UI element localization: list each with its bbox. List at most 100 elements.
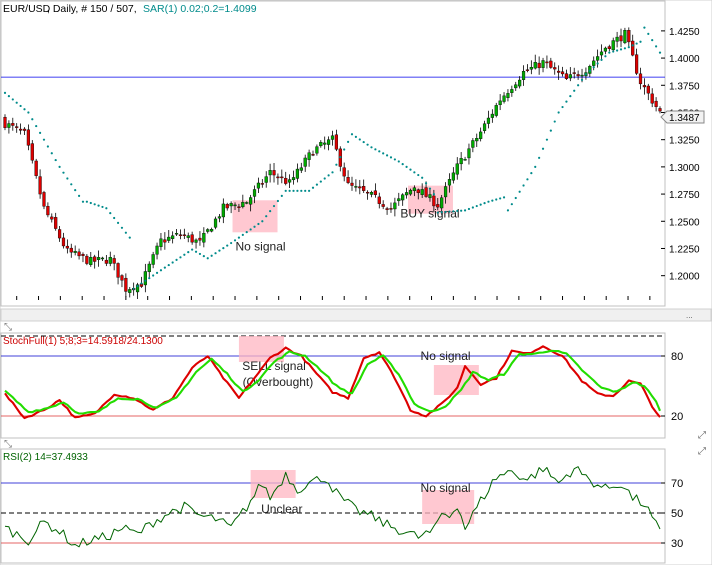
candle-down [416, 189, 420, 194]
sar-dot [300, 189, 303, 192]
panel-close-icon-2[interactable]: ⤢ [698, 446, 706, 457]
candle-up [295, 168, 300, 179]
candle-down [112, 258, 116, 264]
candle-up [186, 235, 190, 238]
sar-dot [323, 177, 326, 180]
candle-up [451, 172, 455, 181]
candle-up [268, 170, 272, 176]
sar-dot [152, 274, 155, 277]
sar-dot [97, 204, 100, 207]
sar-dot [600, 58, 603, 61]
candle-down [42, 192, 46, 207]
price-scroll-bar[interactable]: ... [0, 308, 712, 322]
candle-down [525, 69, 530, 71]
sar-dot [382, 152, 385, 155]
sar-dot [175, 258, 178, 262]
panel-close-icon[interactable]: ⤢ [698, 430, 706, 441]
candle-up [151, 254, 155, 265]
candle-up [221, 203, 225, 218]
candle-down [38, 176, 42, 195]
level-tick-label: 20 [671, 411, 683, 423]
candle-down [46, 205, 50, 216]
candle-down [26, 129, 30, 146]
candle-up [490, 113, 494, 118]
sar-dot [491, 199, 494, 202]
candle-up [288, 179, 292, 183]
sar-dot [362, 140, 365, 144]
candle-up [592, 60, 596, 66]
candle-up [533, 62, 537, 69]
candle-down [30, 143, 34, 161]
sar-dot [74, 188, 77, 192]
rsi-panel: Unclear No signal 70 50 30 RSI(2) 14=37.493… [0, 448, 683, 564]
sar-label: SAR(1) 0.02;0.2=1.4099 [143, 3, 257, 15]
candle-up [323, 142, 327, 145]
price-tick-label: 1.3250 [669, 136, 700, 147]
sar-dot [319, 180, 322, 183]
candle-up [7, 123, 11, 128]
splitter-icon[interactable]: ⤡ [4, 322, 12, 333]
candle-up [147, 263, 151, 273]
sar-dot [616, 49, 619, 52]
candle-down [432, 195, 436, 207]
sar-dot [171, 261, 174, 264]
sar-dot [202, 254, 205, 258]
candle-down [381, 204, 385, 207]
sar-dot [479, 203, 482, 206]
candle-down [77, 251, 81, 257]
candle-up [479, 131, 483, 139]
candle-down [225, 204, 229, 209]
candle-down [190, 234, 194, 243]
sar-dot [584, 73, 588, 76]
candle-up [327, 139, 331, 145]
signal-annotation: BUY signal [400, 207, 459, 221]
sar-dot [241, 233, 244, 236]
sar-dot [639, 40, 642, 43]
candle-up [498, 100, 502, 105]
candle-up [108, 257, 112, 264]
candle-up [194, 239, 198, 243]
candle-up [210, 229, 214, 232]
candle-up [502, 95, 506, 102]
sar-dot [276, 199, 280, 203]
candle-down [362, 186, 366, 191]
sar-dot [518, 190, 521, 193]
sar-dot [565, 100, 568, 103]
sar-dot [183, 253, 186, 256]
signal-annotation: SELL signal [242, 359, 306, 373]
candle-down [342, 167, 346, 177]
candle-up [506, 93, 510, 98]
sar-dot [66, 177, 69, 180]
sar-dot [475, 204, 478, 208]
sar-dot [495, 198, 498, 201]
sar-dot [163, 266, 166, 269]
candle-up [510, 89, 514, 93]
splitter-icon-2[interactable]: ⤡ [4, 439, 12, 450]
sar-dot [159, 269, 163, 272]
sar-dot [288, 189, 291, 192]
sar-dot [541, 147, 545, 150]
sar-dot [105, 207, 108, 210]
candle-up [96, 257, 101, 260]
sar-dot [315, 183, 319, 186]
level-tick-label: 50 [671, 508, 683, 520]
sar-dot [506, 209, 510, 212]
candle-up [404, 192, 409, 196]
sar-dot [50, 152, 53, 155]
sar-dot [23, 108, 26, 111]
sar-dot [120, 226, 124, 229]
sar-dot [631, 44, 634, 47]
svg-text:⤡: ⤡ [4, 322, 12, 333]
signal-annotation: Unclear [261, 502, 302, 516]
last-price-marker: 1.3487 [660, 110, 705, 124]
candle-up [206, 229, 210, 232]
sar-dot [370, 146, 373, 149]
candle-up [229, 203, 233, 207]
candle-down [3, 116, 7, 128]
sar-dot [249, 228, 252, 231]
candle-down [311, 154, 315, 156]
sar-dot [233, 239, 237, 242]
price-tick-label: 1.3750 [669, 81, 700, 92]
ellipsis-icon[interactable]: ... [686, 311, 693, 320]
candle-down [69, 247, 73, 253]
